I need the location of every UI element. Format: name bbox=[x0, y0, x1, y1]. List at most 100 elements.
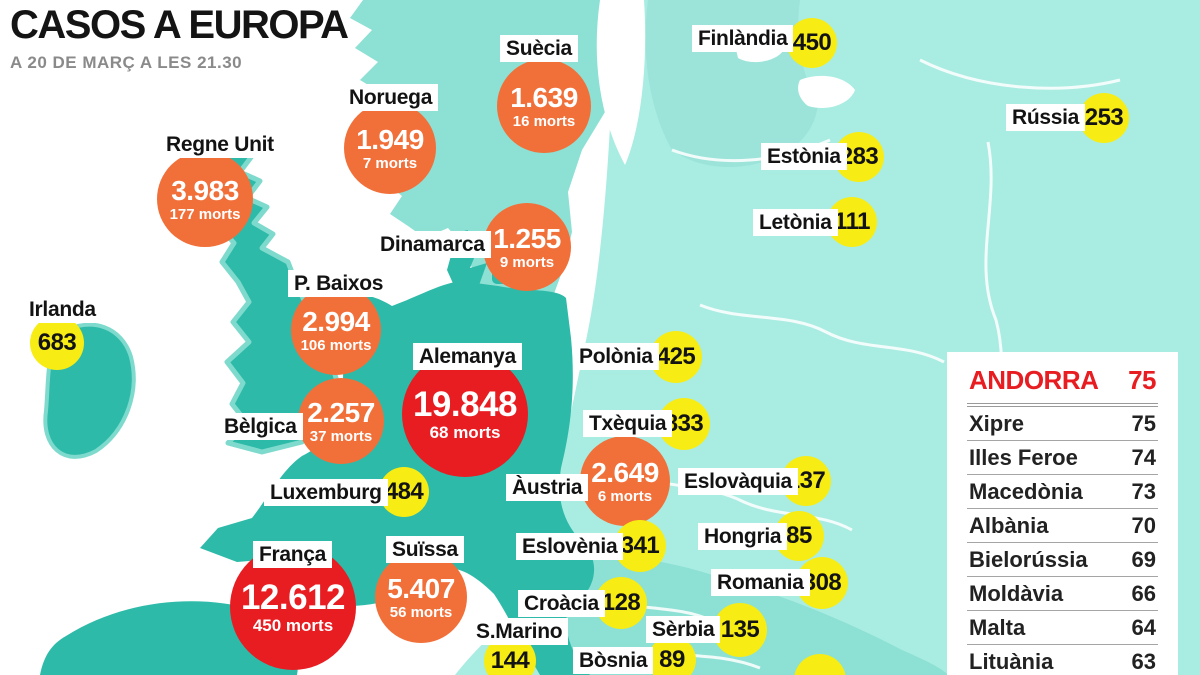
cases-count: 128 bbox=[601, 589, 641, 616]
table-row: Albània 70 bbox=[967, 509, 1158, 543]
cases-bubble: 1.949 7 morts bbox=[344, 102, 436, 194]
deaths-count: 6 morts bbox=[597, 487, 653, 505]
country-label: Alemanya bbox=[413, 343, 522, 370]
country-label: Letònia bbox=[753, 209, 838, 236]
country-label: Sèrbia bbox=[646, 616, 721, 643]
table-row-name: Lituània bbox=[969, 648, 1054, 674]
country-label: Àustria bbox=[506, 474, 589, 501]
country-label: Dinamarca bbox=[374, 231, 491, 258]
title-block: CASOS A EUROPA A 20 DE MARÇ A LES 21.30 bbox=[10, 3, 349, 73]
deaths-count: 9 morts bbox=[499, 253, 555, 271]
cases-count: 484 bbox=[384, 478, 424, 505]
table-row-name: Albània bbox=[969, 512, 1049, 538]
cases-count: 135 bbox=[720, 616, 760, 643]
table-row-value: 73 bbox=[1131, 478, 1156, 504]
table-row-value: 70 bbox=[1131, 512, 1156, 538]
deaths-count: 68 morts bbox=[429, 422, 501, 442]
table-row-value: 64 bbox=[1131, 614, 1156, 640]
table-row-value: 63 bbox=[1131, 648, 1156, 674]
side-table-header-value: 75 bbox=[1128, 365, 1156, 395]
country-label: P. Baixos bbox=[288, 270, 390, 297]
side-table-rows: Xipre 75 Illes Feroe 74 Macedònia 73 Alb… bbox=[967, 406, 1158, 675]
gulf-of-bothnia bbox=[596, 0, 646, 165]
partial-bubble bbox=[794, 654, 846, 675]
cases-count: 1.949 bbox=[356, 123, 424, 155]
cases-count: 425 bbox=[656, 343, 696, 370]
cases-bubble: 425 bbox=[650, 331, 702, 383]
country-label: S.Marino bbox=[470, 618, 569, 645]
country-label: Txèquia bbox=[583, 410, 673, 437]
country-label: Rússia bbox=[1006, 104, 1086, 131]
cases-bubble: 19.848 68 morts bbox=[402, 351, 528, 477]
country-label: Luxemburg bbox=[264, 479, 388, 506]
country-label: Eslovàquia bbox=[678, 468, 798, 495]
cases-bubble: 1.639 16 morts bbox=[497, 59, 591, 153]
side-table-header: ANDORRA 75 bbox=[967, 365, 1158, 404]
cases-count: 2.994 bbox=[302, 305, 370, 337]
cases-bubble: 2.649 6 morts bbox=[580, 436, 670, 526]
cases-bubble: 128 bbox=[595, 577, 647, 629]
country-label: Hongria bbox=[698, 523, 788, 550]
table-row-value: 66 bbox=[1131, 580, 1156, 606]
table-row: Illes Feroe 74 bbox=[967, 441, 1158, 475]
cases-count: 85 bbox=[786, 522, 812, 549]
country-label: Romania bbox=[711, 569, 810, 596]
cases-count: 450 bbox=[792, 29, 832, 56]
cases-count: 1.639 bbox=[510, 81, 578, 113]
table-row: Macedònia 73 bbox=[967, 475, 1158, 509]
country-label: Eslovènia bbox=[516, 533, 624, 560]
country-label: Suècia bbox=[500, 35, 578, 62]
cases-count: 19.848 bbox=[412, 384, 518, 424]
lakes bbox=[735, 38, 855, 109]
deaths-count: 7 morts bbox=[362, 154, 418, 172]
cases-bubble: 683 bbox=[30, 316, 84, 370]
table-row-value: 74 bbox=[1131, 444, 1156, 470]
country-label: Bòsnia bbox=[573, 647, 654, 674]
cases-bubble: 5.407 56 morts bbox=[375, 551, 467, 643]
table-row-name: Macedònia bbox=[969, 478, 1083, 504]
table-row: Moldàvia 66 bbox=[967, 577, 1158, 611]
cases-bubble: 450 bbox=[787, 18, 837, 68]
page-title: CASOS A EUROPA bbox=[10, 3, 349, 47]
cases-bubble: 3.983 177 morts bbox=[157, 151, 253, 247]
table-row-name: Moldàvia bbox=[969, 580, 1064, 606]
table-row-name: Xipre bbox=[969, 410, 1025, 436]
deaths-count: 450 morts bbox=[252, 615, 334, 635]
cases-bubble: 253 bbox=[1079, 93, 1129, 143]
country-label: Irlanda bbox=[23, 296, 102, 323]
table-row-name: Bielorússia bbox=[969, 546, 1088, 572]
cases-count: 1.255 bbox=[493, 222, 561, 254]
country-label: Estònia bbox=[761, 143, 847, 170]
cases-count: 144 bbox=[490, 647, 530, 674]
table-row-name: Illes Feroe bbox=[969, 444, 1078, 470]
cases-count: 2.649 bbox=[591, 456, 659, 488]
cases-count: 111 bbox=[834, 208, 870, 235]
cases-count: 253 bbox=[1084, 104, 1124, 131]
table-row: Lituània 63 bbox=[967, 645, 1158, 675]
table-row-value: 69 bbox=[1131, 546, 1156, 572]
cases-count: 3.983 bbox=[171, 174, 239, 206]
deaths-count: 56 morts bbox=[389, 603, 453, 621]
deaths-count: 177 morts bbox=[169, 205, 241, 223]
table-row: Malta 64 bbox=[967, 611, 1158, 645]
cases-bubble: 2.994 106 morts bbox=[291, 285, 381, 375]
table-row-value: 75 bbox=[1131, 410, 1156, 436]
deaths-count: 37 morts bbox=[309, 427, 373, 445]
country-label: Suïssa bbox=[386, 536, 464, 563]
country-label: Noruega bbox=[343, 84, 439, 111]
table-row-name: Malta bbox=[969, 614, 1026, 640]
side-table-header-name: ANDORRA bbox=[969, 365, 1099, 395]
deaths-count: 106 morts bbox=[300, 336, 372, 354]
table-row: Bielorússia 69 bbox=[967, 543, 1158, 577]
page-subtitle: A 20 DE MARÇ A LES 21.30 bbox=[10, 53, 243, 72]
country-label: França bbox=[253, 541, 333, 568]
table-row: Xipre 75 bbox=[967, 407, 1158, 441]
country-label: Finlàndia bbox=[692, 25, 794, 52]
cases-count: 683 bbox=[37, 329, 77, 356]
country-label: Regne Unit bbox=[160, 131, 280, 158]
cases-count: 12.612 bbox=[240, 577, 346, 617]
country-label: Croàcia bbox=[518, 590, 605, 617]
cases-count: 5.407 bbox=[387, 572, 455, 604]
cases-bubble: 2.257 37 morts bbox=[298, 378, 384, 464]
